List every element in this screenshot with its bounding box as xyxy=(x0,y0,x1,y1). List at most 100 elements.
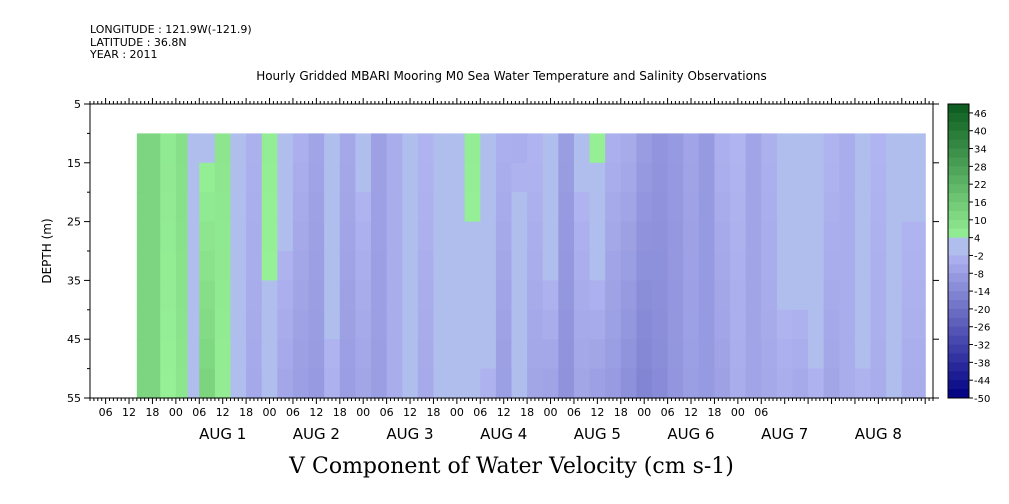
colorbar-segment xyxy=(948,139,969,149)
heatmap-cell xyxy=(339,192,356,223)
heatmap-cell xyxy=(480,192,497,223)
heatmap-column xyxy=(308,133,325,399)
heatmap-cell xyxy=(573,368,591,399)
colorbar-segment xyxy=(948,175,969,185)
heatmap-cell xyxy=(495,192,513,223)
heatmap-column xyxy=(605,133,622,399)
heatmap-cell xyxy=(527,133,544,164)
heatmap-cell xyxy=(886,162,903,193)
heatmap-cell xyxy=(808,368,825,399)
y-tick-label: 5 xyxy=(74,98,81,111)
heatmap-cell xyxy=(542,192,559,223)
heatmap-cell xyxy=(449,280,466,311)
heatmap-cell xyxy=(339,162,356,193)
heatmap-cell xyxy=(745,162,762,193)
heatmap-cell xyxy=(199,221,216,252)
heatmap-cell xyxy=(214,280,232,311)
colorbar-label: 4 xyxy=(974,234,980,245)
heatmap-cell xyxy=(214,162,232,193)
heatmap-cell xyxy=(339,339,356,370)
heatmap-cell xyxy=(386,133,403,164)
heatmap-cell xyxy=(558,133,575,164)
heatmap-cell xyxy=(886,251,903,281)
heatmap-cell xyxy=(698,251,716,281)
heatmap-cell xyxy=(230,368,247,399)
heatmap-column xyxy=(230,133,247,399)
heatmap-cell xyxy=(901,251,926,281)
heatmap-cell xyxy=(246,192,263,223)
heatmap-cell xyxy=(808,221,825,252)
heatmap-cell xyxy=(214,339,232,370)
heatmap-cell xyxy=(417,309,435,340)
x-hour-label: 12 xyxy=(590,406,604,419)
heatmap-cell xyxy=(792,192,809,223)
heatmap-cell xyxy=(199,309,216,340)
heatmap-cell xyxy=(214,133,232,164)
heatmap-cell xyxy=(730,133,747,164)
heatmap-cell xyxy=(698,221,716,252)
heatmap-cell xyxy=(417,251,435,281)
heatmap-cell xyxy=(901,368,926,399)
heatmap-cell xyxy=(714,280,731,311)
heatmap-cell xyxy=(261,309,278,340)
heatmap-cell xyxy=(511,309,528,340)
heatmap-cell xyxy=(292,162,310,193)
x-hour-label: 00 xyxy=(731,406,745,419)
heatmap-cell xyxy=(355,309,372,340)
heatmap-cell xyxy=(511,133,528,164)
heatmap-cell xyxy=(449,162,466,193)
heatmap-cell xyxy=(230,192,247,223)
colorbar-label: 22 xyxy=(974,180,987,191)
heatmap-cell xyxy=(589,368,606,399)
heatmap-column xyxy=(527,133,544,399)
heatmap-cell xyxy=(433,162,450,193)
heatmap-cell xyxy=(160,368,177,399)
heatmap-cell xyxy=(417,162,435,193)
heatmap-cell xyxy=(355,251,372,281)
heatmap-cell xyxy=(160,280,177,311)
heatmap-cell xyxy=(277,339,294,370)
heatmap-column xyxy=(464,133,481,399)
heatmap-cell xyxy=(667,192,684,223)
colorbar-segment xyxy=(948,210,969,221)
heatmap-cell xyxy=(324,192,341,223)
heatmap-cell xyxy=(573,162,591,193)
heatmap-cell xyxy=(854,309,872,340)
heatmap-cell xyxy=(136,192,161,223)
heatmap-cell xyxy=(339,221,356,252)
heatmap-cell xyxy=(230,339,247,370)
heatmap-cell xyxy=(870,133,887,164)
heatmap-cell xyxy=(636,280,653,311)
heatmap-column xyxy=(402,133,419,399)
heatmap-cell xyxy=(433,221,450,252)
x-hour-label: 00 xyxy=(544,406,558,419)
heatmap-cell xyxy=(620,221,637,252)
colorbar-label: -44 xyxy=(974,376,990,387)
heatmap-cell xyxy=(808,162,825,193)
x-hour-label: 06 xyxy=(192,406,206,419)
heatmap-cell xyxy=(480,339,497,370)
heatmap-cell xyxy=(698,192,716,223)
heatmap-column xyxy=(854,133,872,399)
heatmap-cell xyxy=(683,339,700,370)
x-axis-label: V Component of Water Velocity (cm s-1) xyxy=(289,454,734,479)
heatmap-cell xyxy=(371,221,388,252)
heatmap-column xyxy=(573,133,591,399)
heatmap-cell xyxy=(792,221,809,252)
heatmap-cell xyxy=(527,251,544,281)
heatmap-cell xyxy=(292,339,310,370)
colorbar-segment xyxy=(948,237,969,247)
colorbar-segment xyxy=(948,112,969,123)
heatmap-cell xyxy=(573,192,591,223)
heatmap-column xyxy=(292,133,310,399)
colorbar-segment xyxy=(948,121,969,132)
colorbar-label: 16 xyxy=(974,198,987,209)
heatmap-cell xyxy=(667,339,684,370)
heatmap-cell xyxy=(230,162,247,193)
heatmap-cell xyxy=(277,162,294,193)
heatmap-cell xyxy=(214,309,232,340)
heatmap-cell xyxy=(511,251,528,281)
heatmap-cell xyxy=(854,339,872,370)
heatmap-cell xyxy=(823,309,840,340)
